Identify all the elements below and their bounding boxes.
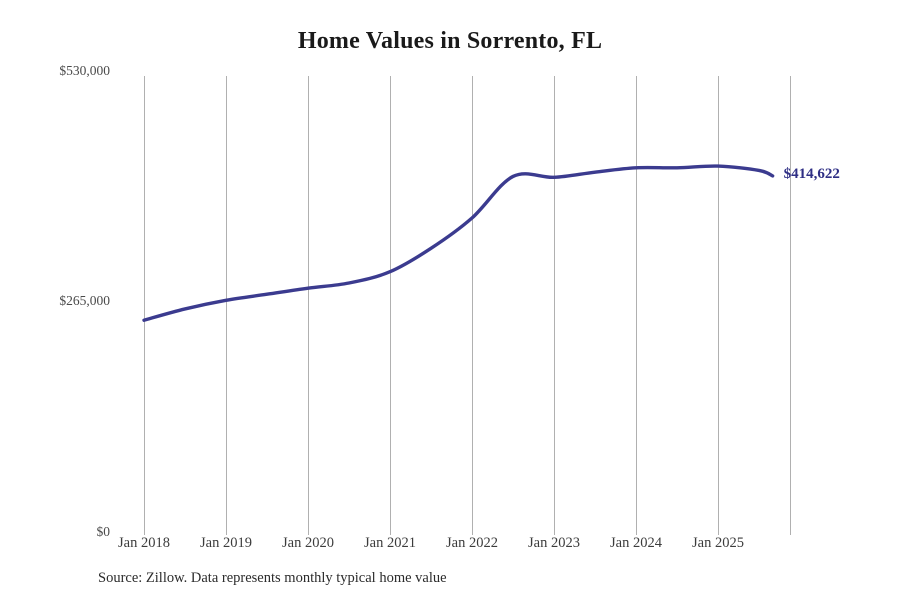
x-axis-tick-jan-2020: Jan 2020 — [282, 535, 334, 551]
x-axis-tick-jan-2019: Jan 2019 — [200, 535, 252, 551]
gridline-right-edge — [790, 76, 791, 535]
chart-title: Home Values in Sorrento, FL — [297, 28, 603, 54]
y-axis-tick-top: $530,000 — [59, 63, 110, 78]
line-series-path — [144, 166, 773, 320]
x-axis-tick-jan-2023: Jan 2023 — [528, 535, 580, 551]
x-axis-tick-jan-2022: Jan 2022 — [446, 535, 498, 551]
x-axis-tick-jan-2021: Jan 2021 — [364, 535, 416, 551]
source-note: Source: Zillow. Data represents monthly … — [98, 570, 447, 586]
end-value-callout: $414,622 — [783, 165, 840, 182]
plot-area — [144, 76, 791, 535]
x-axis-tick-jan-2025: Jan 2025 — [692, 535, 744, 551]
y-axis-tick-mid: $265,000 — [59, 293, 110, 308]
x-axis-tick-jan-2018: Jan 2018 — [118, 535, 170, 551]
x-axis-tick-jan-2024: Jan 2024 — [610, 535, 662, 551]
y-axis-tick-bottom: $0 — [96, 524, 111, 539]
line-series-svg — [144, 76, 790, 535]
